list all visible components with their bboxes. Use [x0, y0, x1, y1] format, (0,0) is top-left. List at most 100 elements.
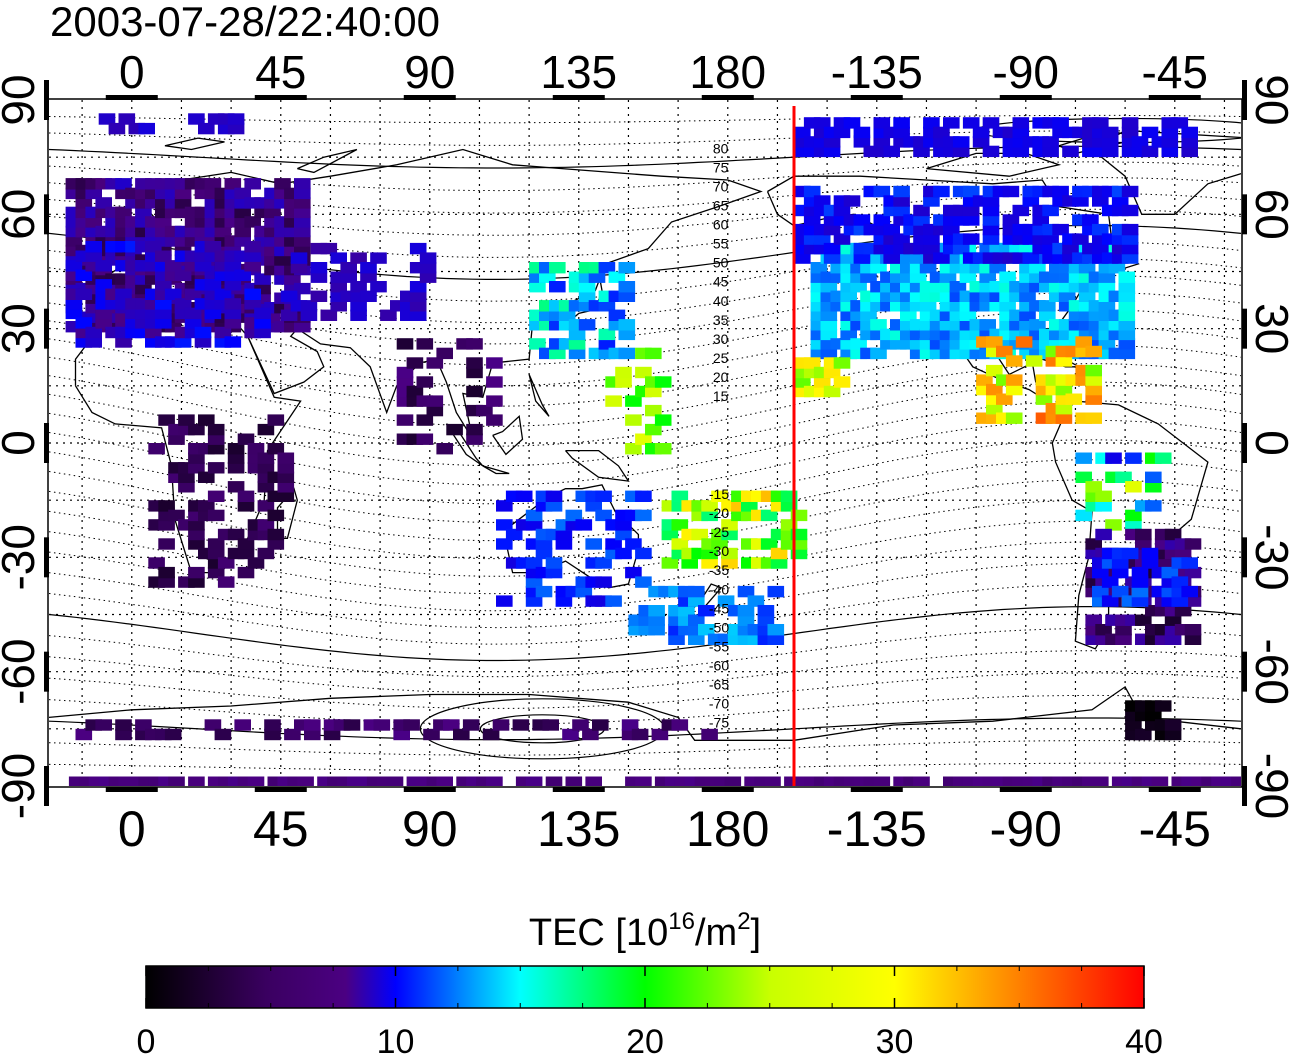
tec-cell [803, 145, 821, 158]
tec-cell [996, 345, 1013, 358]
tec-cell [95, 279, 112, 291]
tec-cell [214, 235, 232, 247]
tec-cell [290, 252, 308, 264]
tec-cell [986, 345, 1003, 358]
tec-cell [224, 206, 242, 219]
tec-cell [224, 317, 242, 329]
tec-cell [267, 471, 285, 483]
tec-cell [595, 490, 612, 502]
tec-cell [996, 393, 1013, 405]
tec-cell [164, 235, 182, 247]
tec-cell [1029, 338, 1046, 350]
tec-cell [1002, 223, 1020, 236]
tec-cell [979, 319, 996, 331]
tec-cell [1012, 136, 1030, 148]
tec-cell [535, 528, 553, 541]
tec-cell [198, 443, 215, 455]
tec-cell [1062, 252, 1079, 264]
tec-cell [227, 776, 245, 786]
tec-cell [654, 376, 672, 388]
tec-cell [731, 490, 748, 502]
tec-cell [65, 178, 83, 190]
tec-cell [810, 281, 828, 293]
tec-cell [135, 273, 152, 285]
tec-cell [840, 347, 857, 360]
tec-cell [396, 338, 414, 350]
tec-cell [1085, 624, 1102, 636]
tec-cell [1092, 242, 1109, 255]
tec-cell [1075, 374, 1092, 386]
tec-cell [638, 614, 655, 626]
tec-cell [277, 462, 295, 474]
tec-cell [214, 206, 232, 219]
tec-cell [760, 490, 778, 502]
frame-tick-top [1148, 95, 1201, 100]
tec-cell [224, 336, 242, 348]
tec-cell [525, 566, 543, 579]
tec-cell [105, 178, 122, 190]
tec-cell [217, 528, 235, 541]
tec-cell [823, 385, 841, 398]
tec-cell [138, 122, 155, 135]
tec-cell [943, 145, 960, 158]
tec-cell [174, 326, 192, 339]
tec-cell [115, 288, 132, 300]
tec-cell [1125, 557, 1142, 569]
tec-cell [360, 271, 377, 283]
tec-cell [714, 776, 732, 786]
tec-cell [284, 225, 301, 238]
tec-cell [1039, 338, 1056, 350]
tec-cell [1181, 776, 1198, 786]
tec-cell [188, 113, 205, 125]
bottom-lon-label: 0 [118, 801, 146, 857]
tec-cell [860, 347, 877, 360]
tec-cell [115, 216, 132, 228]
tec-cell [1039, 300, 1056, 312]
tec-cell [1154, 605, 1172, 617]
tec-cell [585, 576, 602, 588]
tec-cell [840, 328, 857, 341]
tec-cell [1009, 309, 1026, 321]
frame-tick-top [850, 95, 903, 100]
tec-cell [933, 252, 950, 264]
tec-cell [198, 500, 215, 512]
bottom-lon-label: -90 [990, 801, 1062, 857]
tec-cell [254, 225, 271, 238]
tec-cell [535, 538, 553, 550]
tec-cell [770, 490, 788, 502]
tec-cell [1092, 566, 1109, 579]
tec-cell [174, 235, 192, 247]
tec-cell [409, 242, 427, 255]
tec-cell [406, 776, 424, 786]
tec-cell [1221, 776, 1238, 786]
tec-cell [426, 404, 444, 417]
tec-cell [1085, 538, 1102, 550]
tec-cell [406, 395, 424, 407]
tec-cell [207, 113, 225, 125]
tec-cell [340, 262, 357, 274]
tec-cell [1082, 136, 1099, 148]
tec-cell [148, 519, 165, 531]
tec-cell [1035, 374, 1053, 386]
tec-cell [396, 414, 414, 426]
tec-cell [1092, 595, 1109, 607]
tec-cell [1154, 547, 1172, 560]
tec-cell [568, 338, 586, 350]
tec-cell [919, 347, 937, 360]
tec-cell [466, 385, 483, 398]
tec-cell [1141, 557, 1159, 569]
tec-cell [747, 624, 765, 636]
bottom-lon-label: 135 [537, 801, 620, 857]
frame-tick-top [254, 95, 307, 100]
tec-cell [943, 117, 960, 129]
tec-cell [853, 136, 871, 148]
tec-cell [979, 328, 996, 341]
tec-cell [890, 319, 907, 331]
tec-cell [645, 385, 662, 398]
tec-cell [194, 321, 212, 333]
tec-cell [135, 241, 152, 253]
frame-tick-right [1242, 537, 1247, 578]
tec-cell [370, 281, 387, 293]
tec-cell [794, 126, 811, 139]
tec-cell [830, 271, 847, 283]
